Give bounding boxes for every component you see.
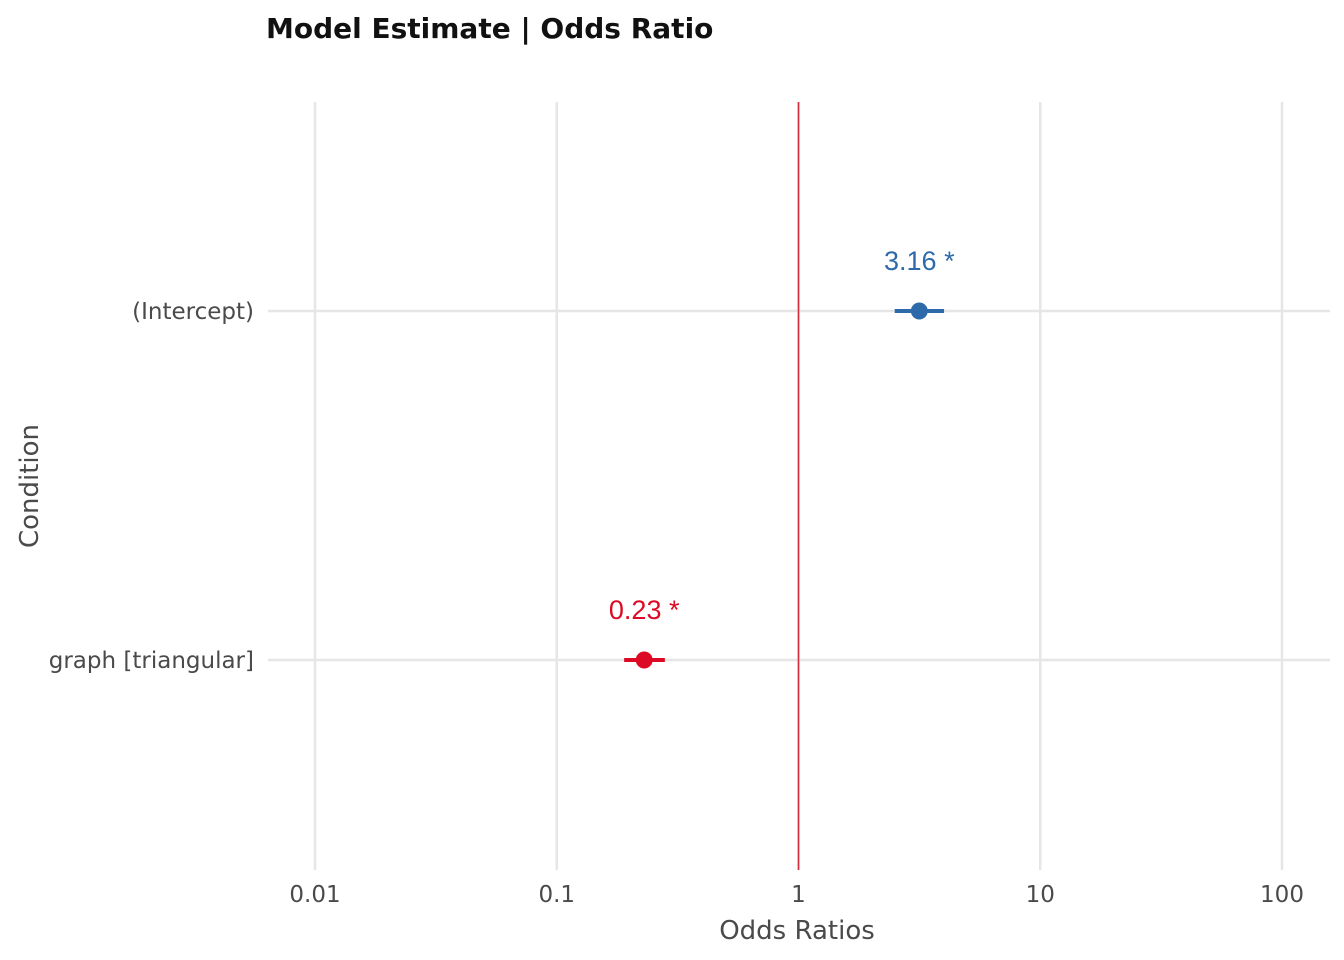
y-tick-label: (Intercept) (132, 299, 254, 325)
data-label: 0.23 * (609, 595, 680, 625)
x-tick-label: 0.01 (289, 882, 340, 908)
estimate-point (635, 651, 653, 669)
x-tick-label: 100 (1260, 882, 1304, 908)
x-axis-ticks: 0.01 0.1 1 10 100 (289, 882, 1304, 908)
y-axis-title: Condition (15, 424, 45, 548)
x-tick-label: 10 (1026, 882, 1055, 908)
estimate-point (910, 302, 928, 320)
y-axis-ticks: (Intercept) graph [triangular] (49, 299, 254, 674)
y-tick-label: graph [triangular] (49, 648, 254, 674)
data-label: 3.16 * (884, 246, 955, 276)
x-tick-label: 1 (791, 882, 806, 908)
marks: 3.16 * 0.23 * (609, 246, 955, 669)
x-axis-title: Odds Ratios (719, 916, 875, 946)
x-tick-label: 0.1 (538, 882, 575, 908)
chart-title: Model Estimate | Odds Ratio (266, 12, 713, 45)
